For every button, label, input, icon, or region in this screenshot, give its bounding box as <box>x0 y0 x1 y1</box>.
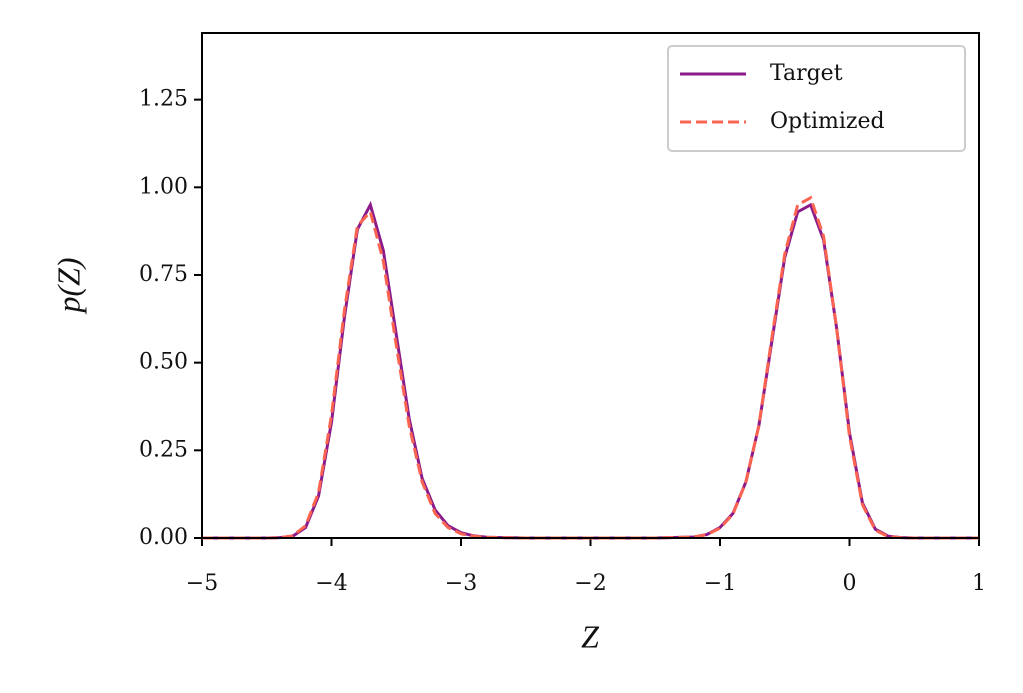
x-tick-label: 0 <box>843 571 857 596</box>
x-tick-label: −3 <box>445 571 477 596</box>
x-tick-label: −4 <box>315 571 347 596</box>
y-tick-label: 1.00 <box>139 174 188 199</box>
x-tick-label: −1 <box>704 571 736 596</box>
y-tick-label: 0.00 <box>139 525 188 550</box>
y-tick-label: 1.25 <box>139 87 188 112</box>
legend-label: Optimized <box>770 109 885 134</box>
series-line <box>202 195 979 540</box>
y-tick-label: 0.25 <box>139 437 188 462</box>
x-axis-label: Z <box>581 618 600 654</box>
legend-box <box>667 45 966 152</box>
x-tick-label: −5 <box>186 571 218 596</box>
legend-label: Target <box>770 61 843 86</box>
y-axis-label: p(Z) <box>50 257 86 314</box>
plot-frame <box>201 32 980 539</box>
y-tick-label: 0.50 <box>139 350 188 375</box>
y-tick-label: 0.75 <box>139 262 188 287</box>
x-tick-label: 1 <box>972 571 986 596</box>
x-tick-label: −2 <box>574 571 606 596</box>
